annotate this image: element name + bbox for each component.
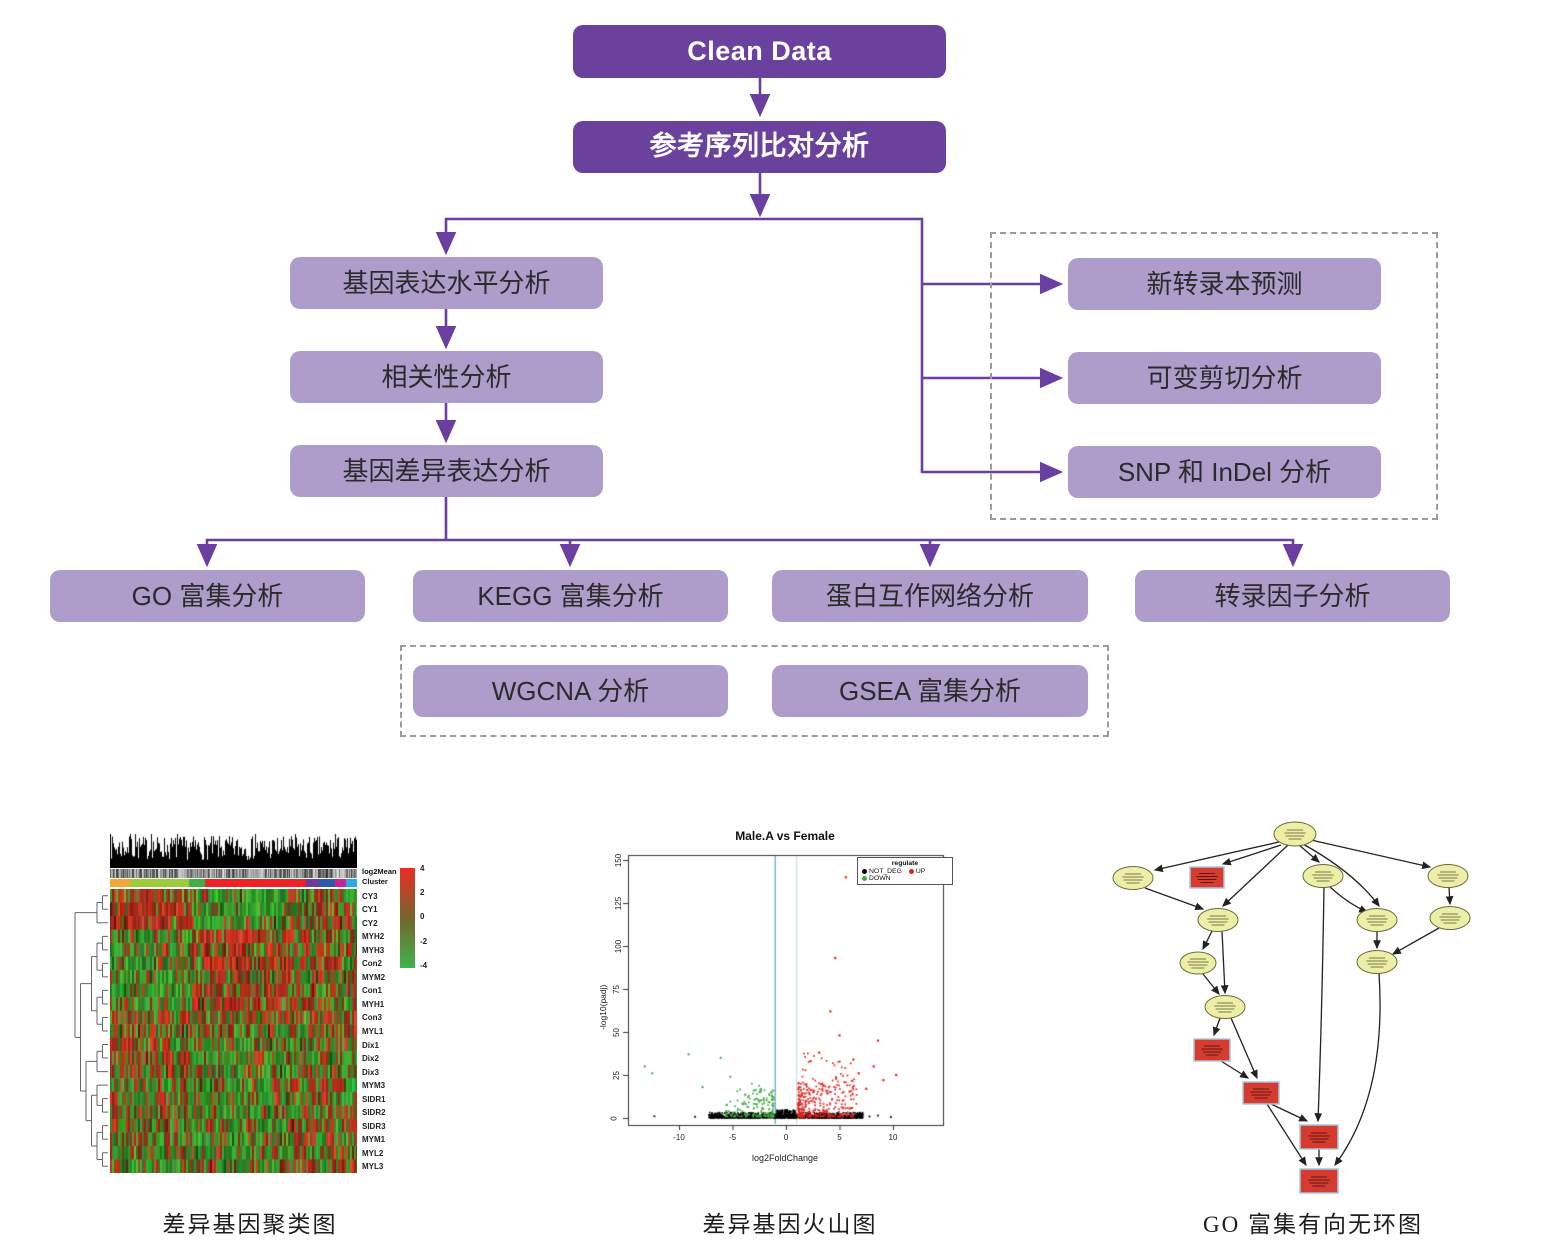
legend-dot-icon (862, 869, 867, 874)
volcano-legend: regulate NOT_DEG UP DOWN (857, 857, 953, 885)
volcano-y-tick: 125 (614, 896, 624, 911)
heatmap-row-label: MYH1 (362, 999, 385, 1009)
volcano-y-tick: 25 (611, 1071, 621, 1080)
heatmap-colorbar-tick: 0 (420, 912, 425, 922)
heatmap-row-label: SIDR3 (362, 1121, 386, 1131)
legend-dot-icon (862, 876, 867, 881)
volcano-figure: Male.A vs Female -log10(padj) log2FoldCh… (590, 815, 980, 1175)
heatmap-log2mean-bar (110, 869, 357, 878)
volcano-legend-title: regulate (891, 860, 919, 867)
heatmap-row-label: MYM3 (362, 1081, 386, 1091)
heatmap-colorbar (400, 868, 415, 968)
volcano-x-tick: -10 (673, 1133, 685, 1142)
volcano-legend-row1: NOT_DEG UP (862, 868, 948, 875)
volcano-x-tick: -5 (728, 1133, 737, 1142)
node-ref-alignment: 参考序列比对分析 (573, 121, 946, 173)
node-gene-expression: 基因表达水平分析 (290, 257, 603, 309)
volcano-x-tick: 10 (888, 1133, 898, 1142)
heatmap-caption: 差异基因聚类图 (162, 1212, 338, 1237)
heatmap-row-dendrogram (74, 895, 108, 1167)
volcano-y-tick: 100 (614, 939, 624, 954)
heatmap-row-label: CY2 (362, 918, 378, 928)
volcano-caption: 差异基因火山图 (702, 1212, 878, 1237)
volcano-x-tick: 5 (837, 1133, 842, 1142)
volcano-legend-item: NOT_DEG (862, 868, 902, 875)
legend-dot-icon (908, 869, 914, 874)
heatmap-row-label: CY1 (362, 905, 378, 915)
heatmap-colorbar-tick: -2 (420, 936, 428, 946)
heatmap-column-dendrogram (110, 832, 357, 868)
node-novel-transcript: 新转录本预测 (1068, 258, 1381, 310)
node-go-enrichment: GO 富集分析 (50, 570, 365, 622)
heatmap-annotation-cluster: Cluster (362, 877, 388, 886)
heatmap-body (110, 889, 357, 1173)
advanced-analysis-group (400, 645, 1109, 737)
heatmap-row-label: SIDR1 (362, 1094, 386, 1104)
heatmap-row-label: SIDR2 (362, 1108, 386, 1118)
heatmap-row-label: Con3 (362, 1013, 382, 1023)
heatmap-row-label: Dix1 (362, 1040, 379, 1050)
volcano-y-tick: 75 (611, 985, 621, 994)
heatmap-figure: log2Mean Cluster CY3 CY1 CY2 MYH2 MYH3 Con2 MY… (60, 815, 490, 1195)
heatmap-row-label: MYH3 (362, 945, 385, 955)
volcano-y-tick: 150 (614, 853, 624, 868)
heatmap-row-label: MYL3 (362, 1162, 384, 1172)
heatmap-row-label: MYH2 (362, 932, 385, 942)
volcano-y-tick: 0 (609, 1116, 619, 1121)
heatmap-row-label: Con1 (362, 986, 382, 996)
structure-analysis-group (990, 232, 1438, 520)
heatmap-colorbar-tick: 2 (420, 888, 425, 898)
volcano-legend-label: UP (915, 868, 926, 875)
volcano-x-axis-label: log2FoldChange (751, 1153, 819, 1163)
heatmap-row-label: MYM1 (362, 1135, 386, 1145)
node-diff-expression: 基因差异表达分析 (290, 445, 603, 497)
node-kegg-enrichment: KEGG 富集分析 (413, 570, 728, 622)
node-correlation: 相关性分析 (290, 351, 603, 403)
heatmap-row-label: Dix2 (362, 1054, 379, 1064)
heatmap-cluster-bar (110, 879, 357, 887)
node-snp-indel: SNP 和 InDel 分析 (1068, 446, 1381, 498)
node-wgcna: WGCNA 分析 (413, 665, 728, 717)
node-alt-splicing: 可变剪切分析 (1068, 352, 1381, 404)
go-dag-figure (1095, 815, 1535, 1215)
volcano-y-tick: 50 (611, 1028, 621, 1037)
heatmap-row-label: MYL2 (362, 1148, 384, 1158)
heatmap-row-label: MYM2 (362, 972, 386, 982)
heatmap-annotation-log2mean: log2Mean (362, 867, 397, 876)
node-gsea: GSEA 富集分析 (772, 665, 1088, 717)
node-ppi-network: 蛋白互作网络分析 (772, 570, 1088, 622)
volcano-y-axis-label: -log10(padj) (598, 984, 608, 1030)
heatmap-colorbar-tick: -4 (420, 960, 428, 970)
volcano-legend-row2: DOWN (862, 875, 948, 882)
node-tf-analysis: 转录因子分析 (1135, 570, 1450, 622)
heatmap-row-label: Con2 (362, 959, 382, 969)
node-clean-data: Clean Data (573, 25, 946, 78)
go-dag-caption: GO 富集有向无环图 (1203, 1212, 1423, 1237)
go-dag-graph (1112, 821, 1471, 1194)
volcano-legend-label: DOWN (869, 875, 891, 882)
heatmap-row-label: Dix3 (362, 1067, 379, 1077)
volcano-legend-item: UP (908, 868, 926, 875)
volcano-legend-label: NOT_DEG (869, 868, 902, 875)
volcano-legend-item: DOWN (862, 875, 891, 882)
heatmap-colorbar-tick: 4 (420, 864, 425, 873)
volcano-x-tick: 0 (783, 1133, 789, 1142)
heatmap-row-label: CY3 (362, 891, 378, 901)
heatmap-row-label: MYL1 (362, 1027, 384, 1036)
